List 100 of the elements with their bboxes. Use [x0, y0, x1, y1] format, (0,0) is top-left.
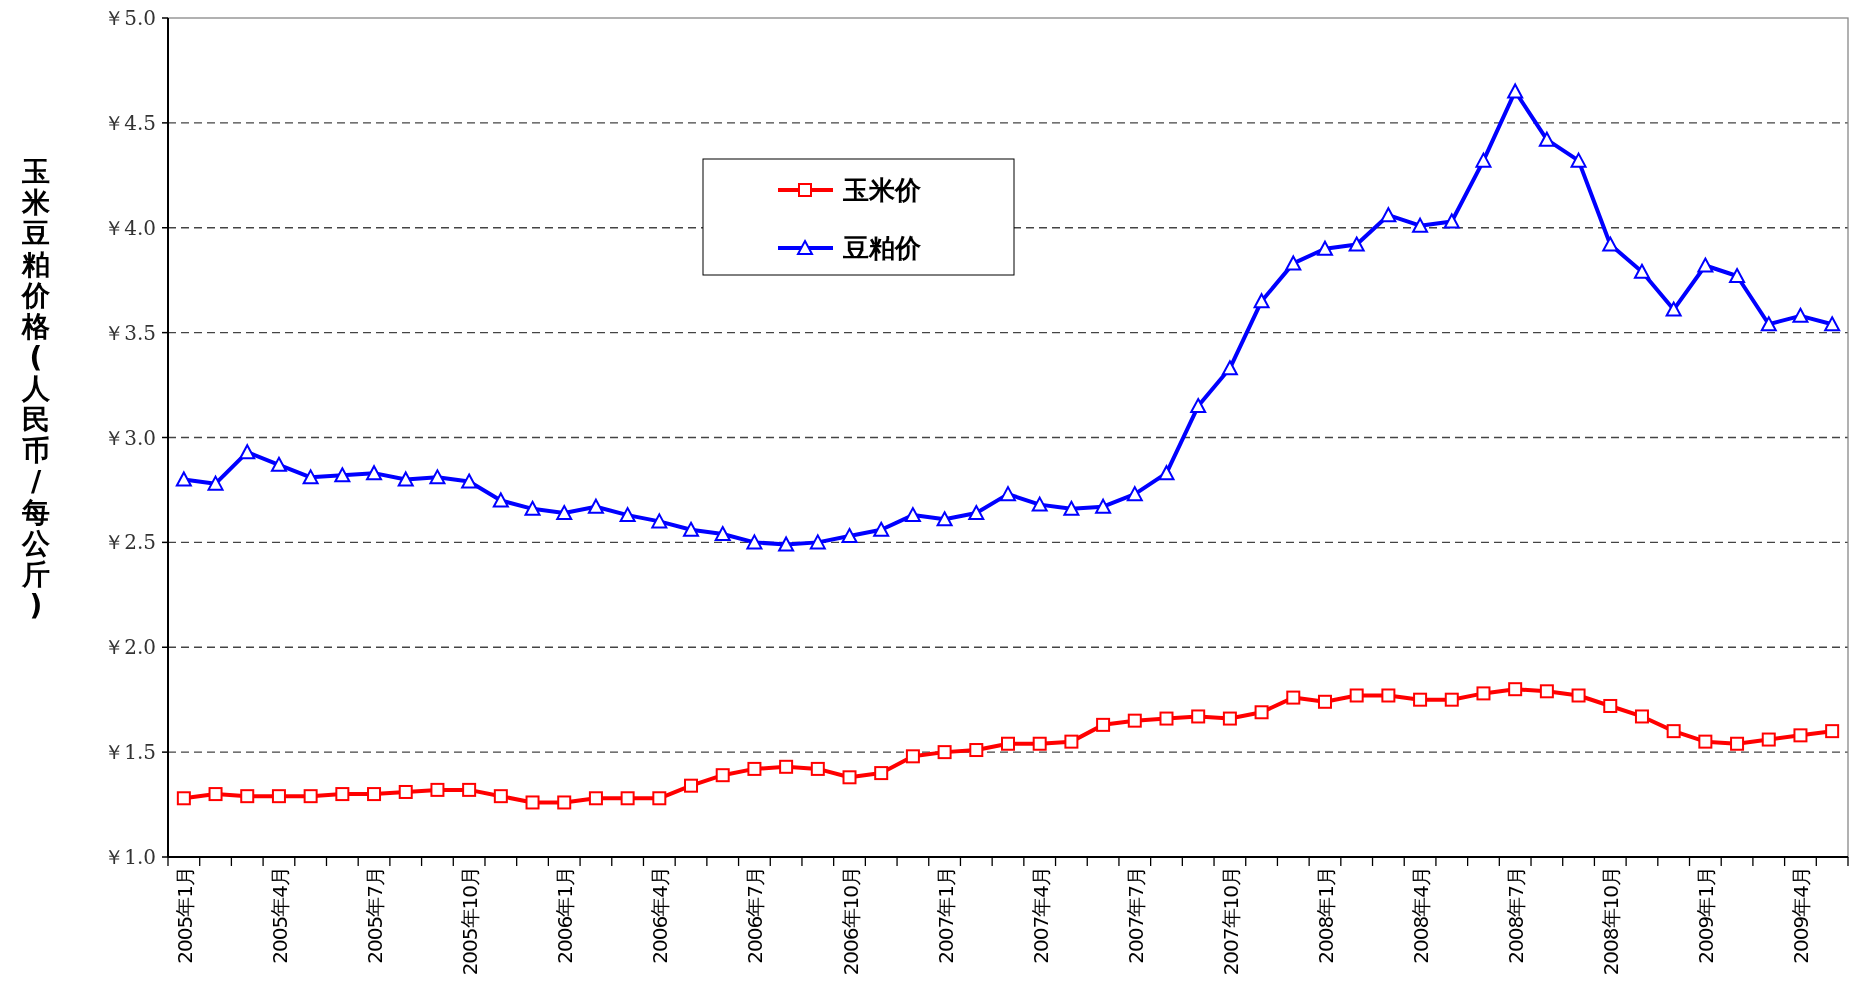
y-tick-label: ￥3.5	[104, 320, 156, 345]
point	[1508, 682, 1523, 697]
point	[1254, 705, 1269, 720]
point	[1126, 486, 1143, 502]
point	[398, 784, 413, 799]
x-tick-label: 2006年4月	[648, 867, 673, 964]
x-tick-label: 2007年4月	[1028, 867, 1053, 964]
point	[1001, 736, 1015, 751]
x-tick-label: 2005年7月	[363, 867, 388, 964]
point	[1127, 713, 1142, 728]
point	[557, 795, 572, 810]
point	[588, 791, 603, 806]
point	[207, 475, 224, 491]
point	[1095, 498, 1112, 514]
point	[1697, 257, 1714, 273]
point	[1285, 255, 1302, 271]
point	[1000, 486, 1016, 502]
point	[968, 505, 985, 521]
point	[1760, 316, 1777, 332]
point	[1603, 698, 1618, 713]
point	[1253, 293, 1270, 309]
legend-label: 豆粕价	[842, 233, 922, 263]
y-tick-label: ￥4.5	[104, 110, 156, 135]
point	[176, 791, 191, 806]
point	[1316, 240, 1333, 256]
point	[714, 525, 731, 541]
point	[1666, 724, 1681, 739]
point	[1096, 717, 1111, 732]
text: 玉米豆粕价格(人民币/每公斤)	[22, 154, 50, 622]
point	[1191, 709, 1206, 724]
point	[778, 536, 795, 552]
point	[1031, 496, 1048, 512]
point	[746, 534, 763, 550]
point	[1413, 692, 1428, 707]
point	[1730, 736, 1745, 751]
point	[397, 471, 414, 487]
point	[493, 789, 508, 804]
point	[335, 787, 350, 802]
y-tick-label: ￥2.5	[104, 530, 156, 555]
point	[1665, 301, 1682, 317]
point	[1317, 694, 1332, 709]
point	[208, 787, 223, 802]
point	[684, 778, 699, 793]
point	[524, 500, 541, 516]
point	[1444, 692, 1459, 707]
point	[587, 498, 604, 514]
x-tick-label: 2008年10月	[1599, 867, 1624, 976]
point	[809, 534, 826, 550]
legend-label: 玉米价	[842, 175, 922, 205]
point	[462, 782, 477, 797]
point	[239, 444, 256, 460]
point	[1412, 217, 1429, 233]
point	[1824, 316, 1841, 332]
y-tick-label: ￥2.0	[104, 635, 156, 660]
point	[747, 761, 762, 776]
y-tick-label: ￥1.0	[104, 845, 156, 869]
y-tick-label: ￥4.0	[104, 215, 156, 240]
point	[1538, 131, 1555, 147]
point	[905, 749, 920, 764]
point	[1286, 690, 1301, 705]
point	[841, 528, 858, 544]
point	[1571, 688, 1586, 703]
x-tick-label: 2005年10月	[458, 867, 483, 976]
point	[1159, 711, 1174, 726]
point	[1792, 307, 1809, 323]
x-tick-label: 2006年1月	[553, 867, 578, 964]
point	[842, 770, 857, 785]
y-tick-label: ￥5.0	[104, 6, 156, 30]
point	[1032, 736, 1047, 751]
point	[1064, 734, 1079, 749]
point	[1634, 709, 1649, 724]
point	[461, 473, 478, 489]
point	[619, 507, 636, 523]
point	[1348, 236, 1365, 252]
point	[1476, 686, 1491, 701]
x-tick-label: 2006年7月	[743, 867, 768, 964]
point	[1602, 236, 1619, 252]
x-tick-label: 2005年1月	[172, 867, 197, 964]
x-tick-label: 2008年7月	[1504, 867, 1529, 964]
point	[302, 469, 319, 485]
point	[1349, 688, 1364, 703]
point	[1507, 83, 1524, 99]
point	[652, 791, 667, 806]
point	[1570, 152, 1587, 168]
point	[1475, 152, 1492, 168]
point	[1158, 465, 1175, 481]
point	[175, 471, 192, 487]
point	[874, 766, 889, 781]
x-tick-label: 2007年10月	[1218, 867, 1243, 976]
point	[936, 511, 953, 527]
point	[1698, 734, 1713, 749]
point	[334, 467, 351, 483]
point	[904, 507, 921, 523]
point	[1825, 724, 1840, 739]
point	[683, 521, 700, 537]
point	[429, 469, 446, 485]
point	[1793, 728, 1808, 743]
point	[367, 787, 382, 802]
x-tick-label: 2005年4月	[267, 867, 292, 964]
point	[1633, 263, 1650, 279]
